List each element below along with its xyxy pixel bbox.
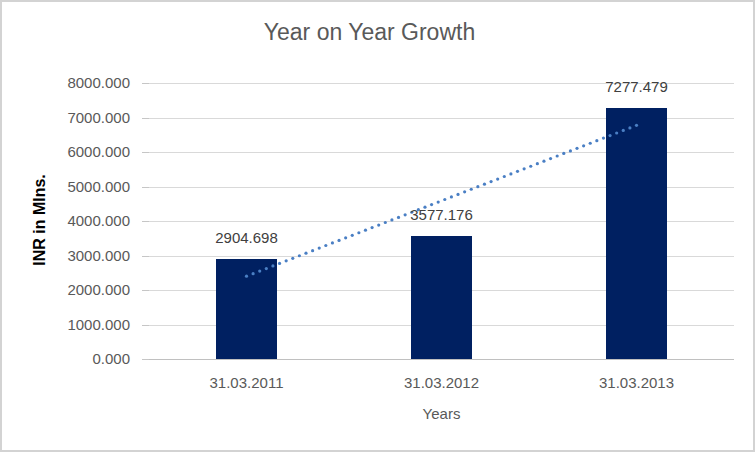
trend-dot [542,160,545,163]
trend-dot [364,229,367,232]
trend-dot [344,236,347,239]
trend-dot [443,198,446,201]
trend-dot [575,147,578,150]
trend-dot [549,157,552,160]
bar [411,236,472,359]
y-tick-label: 7000.000 [2,109,130,127]
data-label: 3577.176 [372,206,512,224]
trend-dot [278,262,281,265]
trend-dot [483,183,486,186]
y-tick-label: 4000.000 [2,212,130,230]
x-tick-label: 31.03.2013 [539,374,734,392]
y-tick-mark [142,83,149,84]
trend-dot [291,257,294,260]
x-tick-label: 31.03.2011 [149,374,344,392]
data-label: 7277.479 [567,78,707,96]
trend-dot [536,162,539,165]
y-tick-label: 2000.000 [2,281,130,299]
y-tick-mark [142,290,149,291]
trend-dot [337,239,340,242]
trend-dot [304,252,307,255]
data-label: 2904.698 [177,229,317,247]
trend-dot [285,259,288,262]
y-tick-mark [142,152,149,153]
trend-dot [377,223,380,226]
y-tick-mark [142,221,149,222]
trend-dot [503,175,506,178]
y-tick-label: 6000.000 [2,143,130,161]
y-tick-label: 5000.000 [2,178,130,196]
y-tick-label: 8000.000 [2,74,130,92]
trend-dot [351,234,354,237]
y-tick-mark [142,256,149,257]
trend-dot [589,142,592,145]
trend-dot [318,246,321,249]
trend-dot [463,190,466,193]
trend-dot [556,154,559,157]
trend-dot [470,188,473,191]
trend-dot [602,137,605,140]
x-tick-label: 31.03.2012 [344,374,539,392]
y-tick-label: 3000.000 [2,247,130,265]
trend-dot [489,180,492,183]
y-tick-mark [142,359,149,360]
y-tick-mark [142,325,149,326]
y-tick-label: 0.000 [2,350,130,368]
trend-dot [437,200,440,203]
x-axis-line [149,359,734,360]
y-tick-mark [142,187,149,188]
trend-dot [523,167,526,170]
trend-dot [357,231,360,234]
trend-dot [331,241,334,244]
y-tick-label: 1000.000 [2,316,130,334]
trend-dot [450,195,453,198]
trend-dot [311,249,314,252]
trend-dot [516,170,519,173]
trend-dot [582,144,585,147]
bar [216,259,277,359]
trend-dot [496,177,499,180]
trend-dot [324,244,327,247]
x-axis-title: Years [149,405,734,422]
trend-dot [509,172,512,175]
trend-dot [456,193,459,196]
y-tick-mark [142,118,149,119]
chart-title: Year on Year Growth [2,18,737,46]
trend-dot [595,139,598,142]
chart: Year on Year Growth INR in Mlns. Years 8… [0,0,755,452]
trend-dot [370,226,373,229]
bar [606,108,667,359]
trend-dot [529,165,532,168]
